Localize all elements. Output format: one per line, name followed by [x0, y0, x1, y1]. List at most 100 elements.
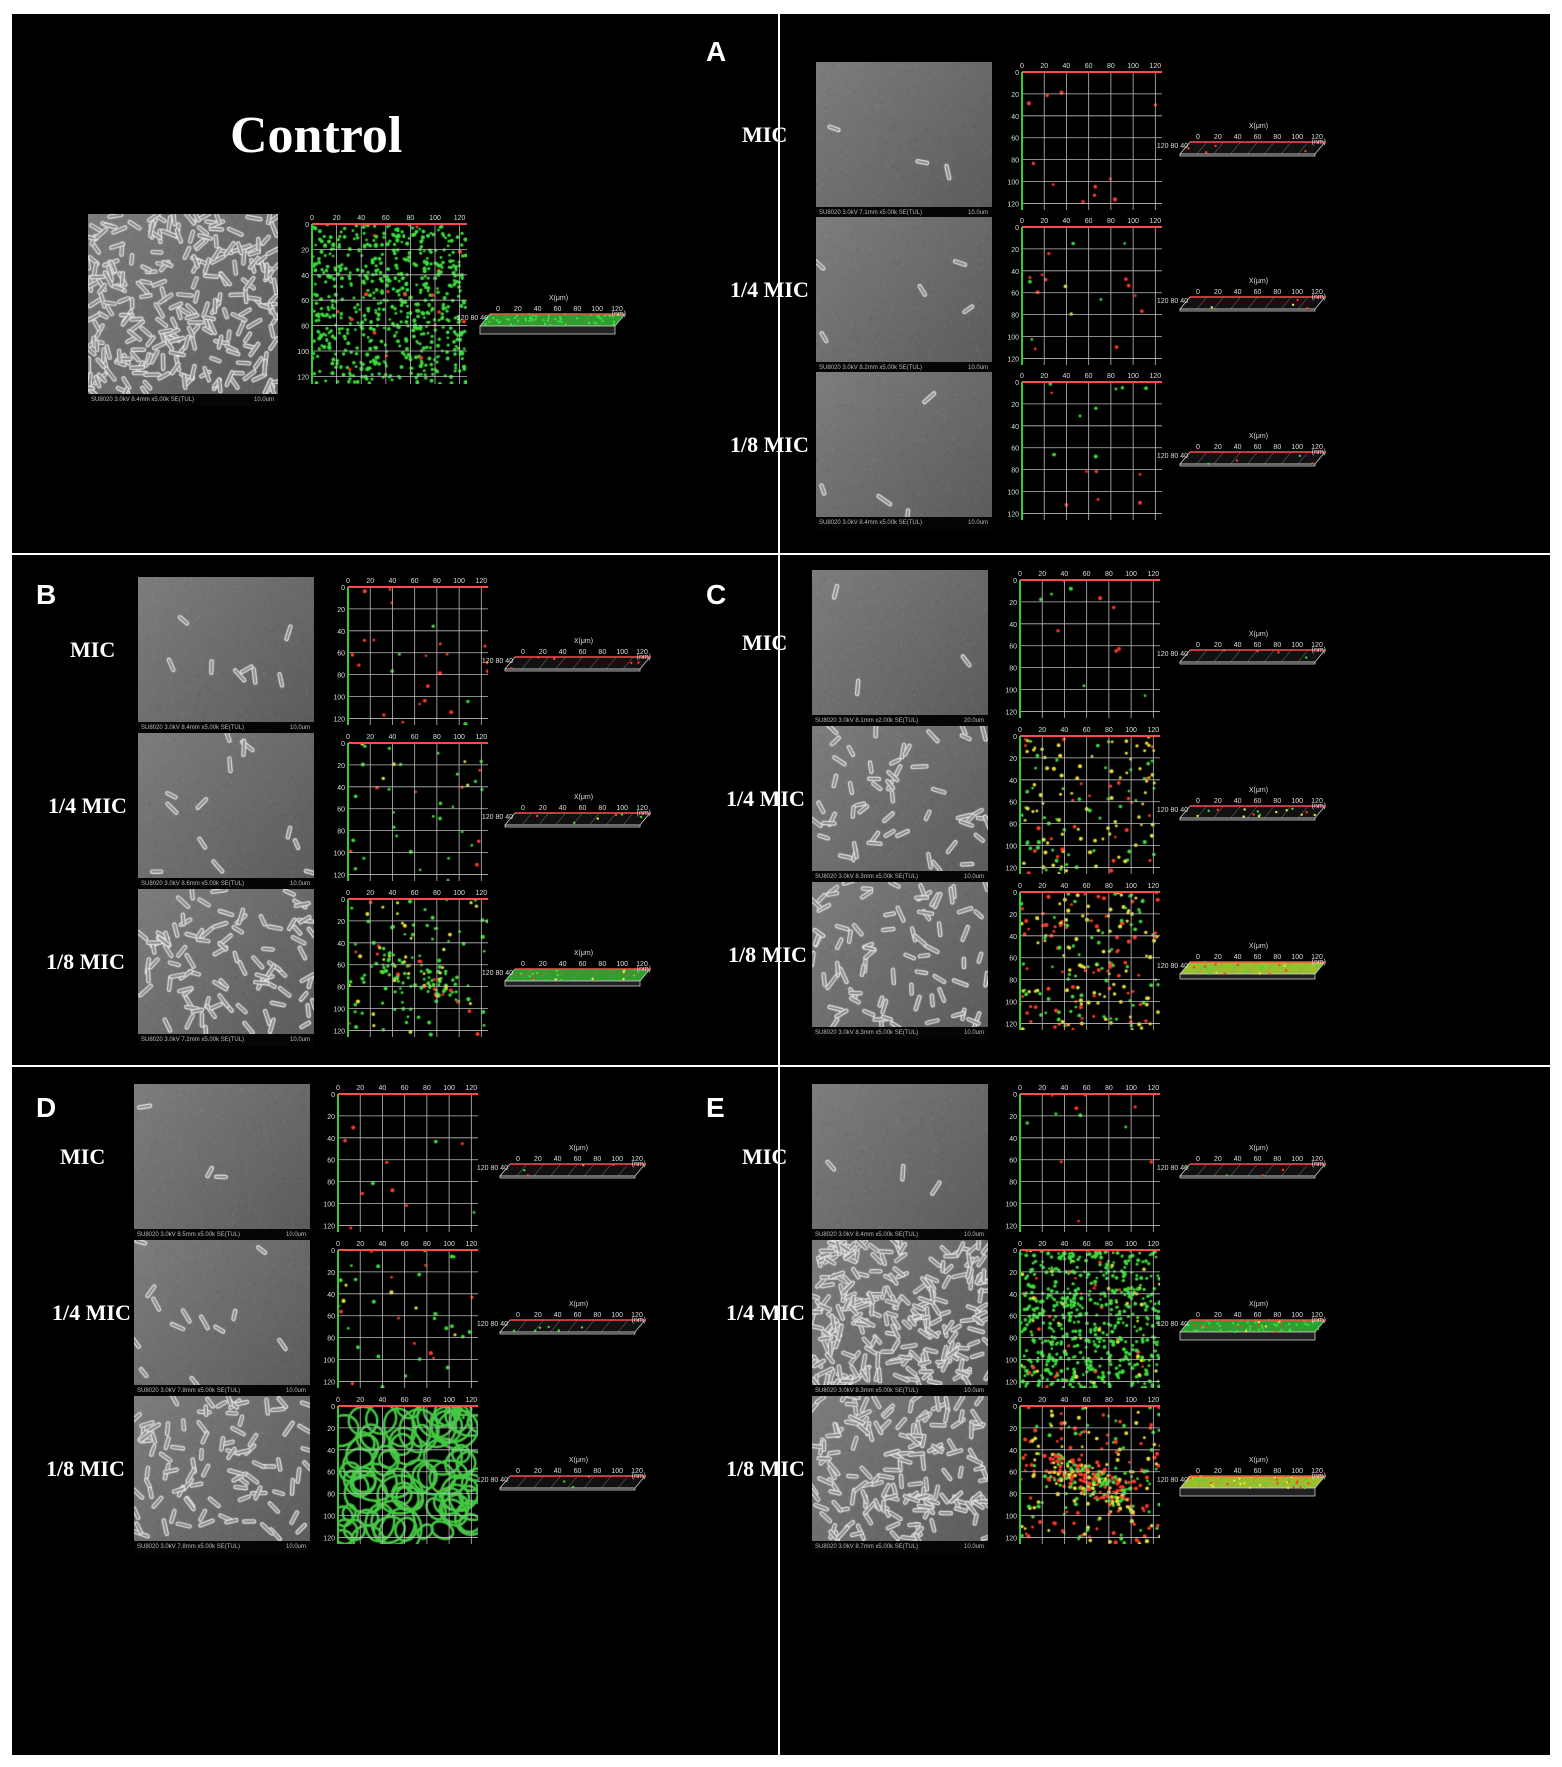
3d-grid-line — [601, 1319, 612, 1333]
3d-cell — [1233, 1479, 1236, 1482]
3d-x-tick: 40 — [1234, 798, 1242, 805]
x-tick-label: 20 — [333, 215, 341, 222]
3d-cell — [614, 813, 618, 817]
x-tick-label: 80 — [423, 1085, 431, 1092]
3d-cell — [1274, 1330, 1277, 1334]
3d-cell — [535, 814, 539, 818]
x-tick-label: 80 — [1105, 727, 1113, 734]
3d-grid-line — [1247, 1475, 1258, 1489]
sem-image — [134, 1396, 310, 1541]
3d-cell — [1285, 969, 1288, 972]
3d-x-tick: 100 — [1291, 798, 1303, 805]
sem-info-bar: SU8020 3.0kV 8.4mm x5.00k SE(TUL) 10.0um — [812, 1229, 988, 1241]
3d-x-tick: 120 — [636, 805, 648, 812]
3d-side — [1179, 1331, 1316, 1341]
3d-plot: 0 20 40 60 80 100 120 X(μm) 120 80 40 (nm) — [1157, 631, 1326, 665]
3d-cell — [637, 661, 640, 664]
x-tick-label: 60 — [411, 890, 419, 897]
3d-x-tick: 80 — [598, 961, 606, 968]
3d-plot: 0 20 40 60 80 100 120 X(μm) 120 80 40 (nm) — [477, 1145, 646, 1179]
confocal-image — [1020, 736, 1160, 874]
x-tick-label: 20 — [1038, 1397, 1046, 1404]
confocal-grid: 00 20 20 40 40 60 60 80 80 100 100 120 120 — [1005, 727, 1160, 874]
x-tick-label: 100 — [429, 215, 441, 222]
3d-grid-line — [555, 968, 566, 982]
3d-plot: 0 20 40 60 80 100 120 X(μm) 120 80 40 (nm) — [477, 1301, 646, 1335]
3d-grid-line — [1281, 1163, 1292, 1177]
3d-cell — [534, 1329, 537, 1333]
x-tick-label: 60 — [401, 1241, 409, 1248]
3d-cell — [1225, 1174, 1229, 1177]
confocal-3d-view: 0 20 40 60 80 100 120 X(μm) 120 80 40 (nm) — [477, 617, 655, 687]
3d-cell — [545, 979, 548, 982]
3d-cell — [1275, 810, 1278, 814]
3d-grid-line — [1264, 1163, 1275, 1177]
3d-cell — [556, 973, 559, 977]
sem-parameters: SU8020 3.0kV 8.2mm x5.00k SE(TUL) — [819, 365, 923, 371]
x-tick-label: 40 — [1061, 1085, 1069, 1092]
sem-parameters: SU8020 3.0kV 7.8mm x5.00k SE(TUL) — [137, 1388, 241, 1394]
y-tick-label: 100 — [297, 349, 309, 356]
3d-cell — [1307, 1323, 1310, 1327]
3d-cell — [1303, 1486, 1306, 1490]
y-tick-label: 100 — [1007, 490, 1019, 497]
x-tick-label: 120 — [465, 1397, 477, 1404]
3d-cell — [1223, 972, 1227, 975]
y-tick-label: 60 — [1009, 1314, 1017, 1321]
3d-cell — [596, 817, 599, 820]
sem-scale-bar-label: 10.0um — [967, 520, 988, 526]
3d-cell — [1210, 1483, 1213, 1487]
y-tick-label: 20 — [1009, 1426, 1017, 1433]
confocal-top-view: 0 0 20 20 40 40 60 60 80 80 100 100 120 120 — [1000, 878, 1162, 1034]
x-tick-label: 0 — [1018, 1241, 1022, 1248]
3d-cell — [573, 821, 576, 825]
sem-image — [138, 733, 314, 878]
3d-cell — [593, 321, 596, 324]
x-tick-label: 80 — [433, 734, 441, 741]
3d-grid-line — [601, 1163, 612, 1177]
3d-cell — [514, 316, 517, 320]
y-tick-label: 80 — [337, 673, 345, 680]
3d-x-tick: 120 — [631, 1468, 643, 1475]
y-tick-label: 80 — [327, 1492, 335, 1499]
3d-cell — [1311, 1320, 1314, 1323]
y-tick-label: 120 — [1005, 1223, 1017, 1230]
3d-grid-line — [1247, 961, 1258, 975]
y-tick-label: 80 — [301, 324, 309, 331]
x-tick-label: 20 — [366, 734, 374, 741]
confocal-top-view: 0 0 20 20 40 40 60 60 80 80 100 100 120 120 — [1000, 1080, 1162, 1236]
3d-cell — [1245, 970, 1248, 973]
x-tick-label: 0 — [336, 1085, 340, 1092]
sem-info-bar: SU8020 3.0kV 7.1mm x5.00k SE(TUL) 10.0um — [816, 207, 992, 219]
3d-x-tick: 0 — [516, 1312, 520, 1319]
y-tick-label: 120 — [333, 1028, 345, 1035]
3d-cell — [1254, 1321, 1257, 1324]
sem-micrograph: SU8020 3.0kV 8.4mm x5.00k SE(TUL) 10.0um — [138, 577, 314, 734]
3d-x-tick: 0 — [1196, 444, 1200, 451]
confocal-image — [312, 224, 467, 384]
3d-grid-line — [617, 1163, 629, 1177]
3d-x-tick: 80 — [593, 1312, 601, 1319]
3d-x-axis-label: X(μm) — [1249, 1301, 1268, 1308]
3d-cell — [1264, 1325, 1268, 1328]
3d-cell — [496, 318, 499, 322]
x-tick-label: 120 — [1149, 63, 1161, 70]
x-tick-label: 40 — [1063, 63, 1071, 70]
confocal-3d-view: 0 20 40 60 80 100 120 X(μm) 120 80 40 (nm) — [477, 929, 655, 999]
y-tick-label: 80 — [1011, 313, 1019, 320]
3d-grid-line — [516, 1319, 528, 1333]
confocal-top-view: 0 0 20 20 40 40 60 60 80 80 100 100 120 120 — [328, 729, 490, 885]
3d-grid-line — [1281, 961, 1292, 975]
3d-grid-line — [567, 1475, 578, 1489]
3d-cell — [1276, 1482, 1279, 1485]
3d-cell — [1298, 454, 1302, 458]
3d-cell — [1288, 1322, 1291, 1326]
3d-cell — [1248, 1328, 1252, 1331]
3d-grid-line — [1281, 451, 1292, 465]
sem-image — [88, 214, 278, 394]
y-tick-label: 60 — [301, 298, 309, 305]
sem-micrograph: SU8020 3.0kV 8.2mm x5.00k SE(TUL) 10.0um — [816, 217, 992, 374]
3d-cell — [1288, 1328, 1292, 1331]
3d-z-unit: (nm) — [632, 1473, 646, 1480]
confocal-grid: 00 20 20 40 40 60 60 80 80 100 100 120 120 — [1005, 571, 1160, 718]
